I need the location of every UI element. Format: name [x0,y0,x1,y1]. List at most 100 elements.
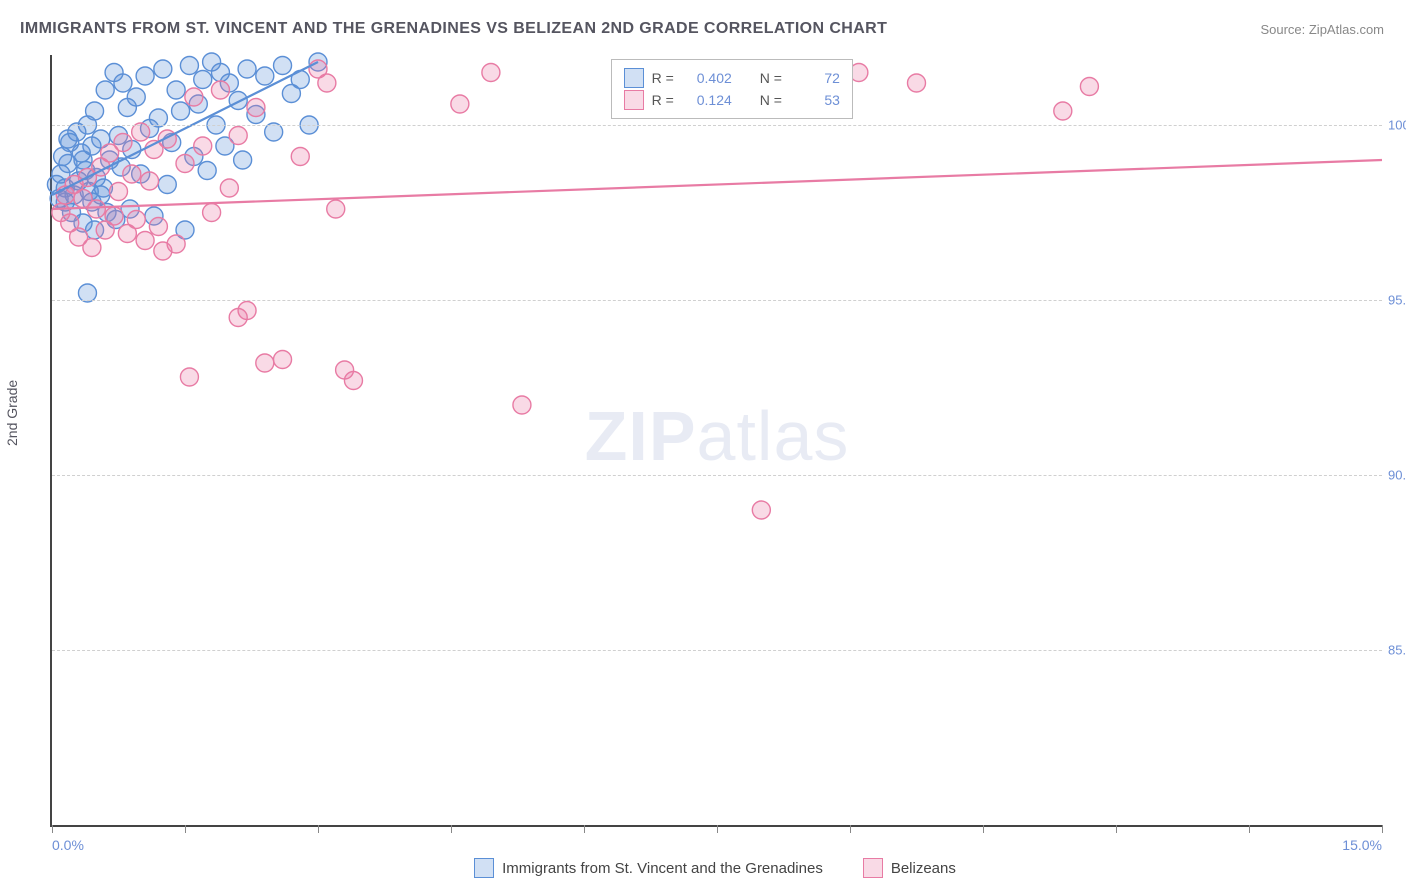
data-point [158,130,176,148]
gridline-h [52,125,1382,126]
y-axis-title: 2nd Grade [4,380,20,446]
stats-legend-box: R = 0.402 N = 72 R = 0.124 N = 53 [611,59,853,119]
legend-swatch [624,90,644,110]
stat-r-label: R = [652,70,674,86]
data-point [127,211,145,229]
data-point [256,67,274,85]
data-point [136,67,154,85]
gridline-h [52,475,1382,476]
legend-swatch [474,858,494,878]
data-point [74,151,92,169]
x-tick [717,825,718,833]
data-point [59,130,77,148]
stat-r-value: 0.124 [682,92,732,108]
stat-n-value: 53 [790,92,840,108]
data-point [229,92,247,110]
trend-line [52,160,1382,209]
data-point [344,372,362,390]
data-point [247,99,265,117]
data-point [327,200,345,218]
gridline-h [52,300,1382,301]
stat-r-label: R = [652,92,674,108]
bottom-legend: Immigrants from St. Vincent and the Gren… [50,858,1380,882]
x-tick [451,825,452,833]
data-point [482,64,500,82]
source-attribution: Source: ZipAtlas.com [1260,22,1384,37]
bottom-legend-item: Belizeans [863,858,956,878]
data-point [291,148,309,166]
data-point [211,81,229,99]
data-point [1054,102,1072,120]
stat-n-label: N = [760,92,782,108]
x-tick [850,825,851,833]
data-point [1080,78,1098,96]
data-point [752,501,770,519]
stat-n-label: N = [760,70,782,86]
data-point [114,134,132,152]
stat-n-value: 72 [790,70,840,86]
gridline-h [52,650,1382,651]
data-point [136,232,154,250]
x-tick [318,825,319,833]
data-point [256,354,274,372]
x-tick [1116,825,1117,833]
bottom-legend-item: Immigrants from St. Vincent and the Gren… [474,858,823,878]
plot-svg [52,55,1382,825]
legend-swatch [624,68,644,88]
data-point [908,74,926,92]
data-point [198,162,216,180]
x-tick [584,825,585,833]
data-point [176,155,194,173]
data-point [154,60,172,78]
data-point [229,309,247,327]
data-point [194,71,212,89]
data-point [167,81,185,99]
data-point [274,351,292,369]
data-point [154,242,172,260]
data-point [172,102,190,120]
data-point [220,179,238,197]
data-point [513,396,531,414]
x-tick [983,825,984,833]
legend-swatch [863,858,883,878]
data-point [105,207,123,225]
data-point [234,151,252,169]
x-tick [185,825,186,833]
data-point [96,81,114,99]
data-point [141,172,159,190]
data-point [238,60,256,78]
y-tick-label: 100.0% [1388,118,1406,133]
data-point [149,218,167,236]
data-point [451,95,469,113]
data-point [274,57,292,75]
x-axis-min-label: 0.0% [52,837,84,853]
x-tick [52,825,53,833]
x-tick [1382,825,1383,833]
data-point [83,239,101,257]
data-point [123,165,141,183]
stat-r-value: 0.402 [682,70,732,86]
legend-label: Immigrants from St. Vincent and the Gren… [502,860,823,877]
y-tick-label: 90.0% [1388,468,1406,483]
data-point [110,183,128,201]
chart-title: IMMIGRANTS FROM ST. VINCENT AND THE GREN… [20,20,887,38]
data-point [158,176,176,194]
data-point [86,102,104,120]
y-tick-label: 85.0% [1388,643,1406,658]
data-point [194,137,212,155]
data-point [318,74,336,92]
x-axis-max-label: 15.0% [1342,837,1382,853]
data-point [180,368,198,386]
legend-label: Belizeans [891,860,956,877]
data-point [127,88,145,106]
scatter-plot-area: ZIPatlas 0.0% 15.0% 85.0%90.0%95.0%100.0… [50,55,1382,827]
data-point [203,204,221,222]
data-point [185,88,203,106]
y-tick-label: 95.0% [1388,293,1406,308]
data-point [229,127,247,145]
stats-legend-row: R = 0.402 N = 72 [624,68,840,88]
data-point [180,57,198,75]
x-tick [1249,825,1250,833]
data-point [114,74,132,92]
stats-legend-row: R = 0.124 N = 53 [624,90,840,110]
